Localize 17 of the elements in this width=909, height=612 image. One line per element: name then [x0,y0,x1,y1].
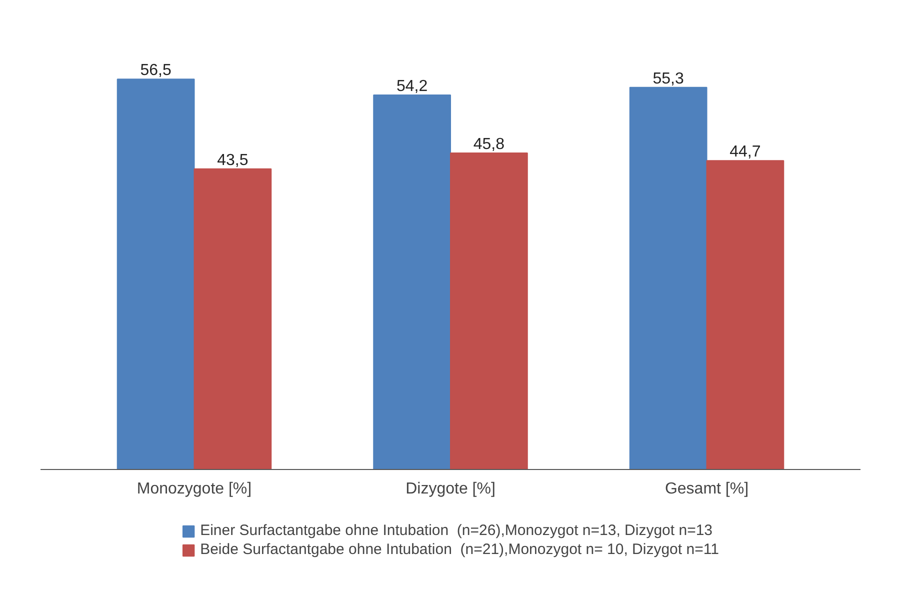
bar [194,168,272,470]
bar [450,152,528,470]
bar [629,86,708,470]
x-tick-label: Monozygote [%] [136,480,252,498]
legend-label: Einer Surfactantgabe ohne Intubation (n=26),Monozygot n=13, Dizygot n=13 [200,522,713,539]
data-label: 55,3 [652,70,684,88]
bar [373,94,451,470]
x-tick-label: Gesamt [%] [664,480,749,498]
data-label: 45,8 [473,136,505,154]
data-label: 44,7 [730,144,761,161]
legend-label: Beide Surfactantgabe ohne Intubation (n=21),Monozygot n= 10, Dizygot n=11 [200,541,719,558]
bar [706,160,784,470]
bar [116,78,195,470]
data-label: 56,5 [140,62,172,80]
data-label: 54,2 [396,78,428,95]
x-tick-label: Dizygote [%] [406,480,496,498]
data-label: 43,5 [217,152,248,169]
